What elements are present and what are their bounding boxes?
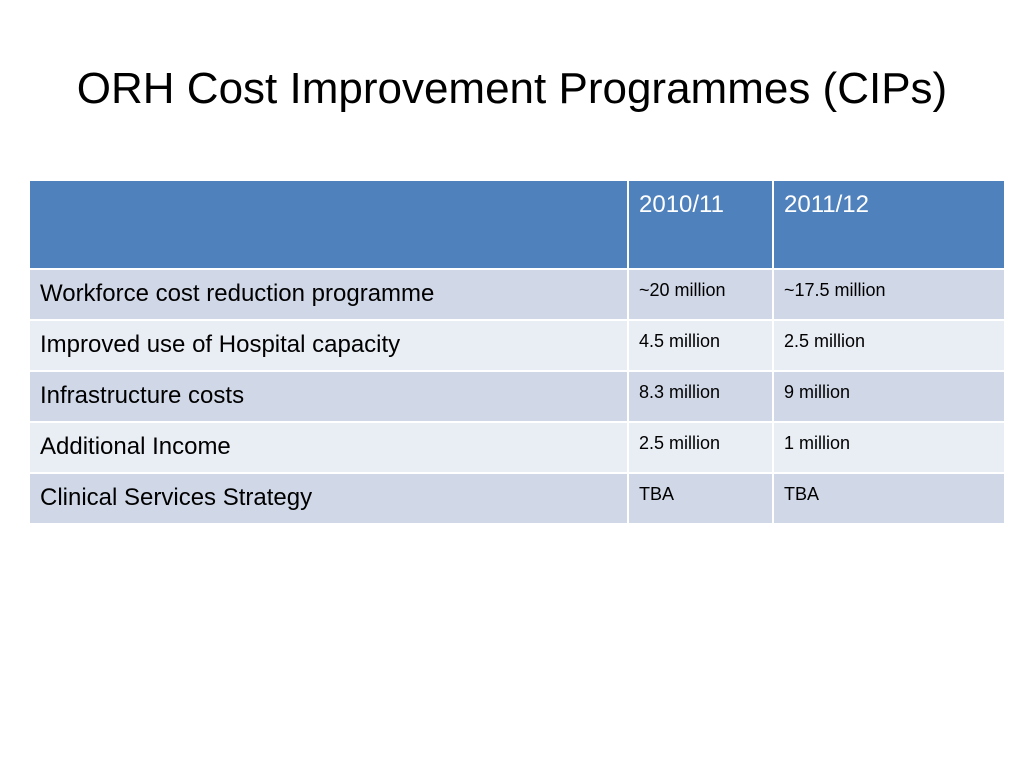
row-label: Improved use of Hospital capacity: [28, 319, 629, 372]
header-cell-2011-12: 2011/12: [772, 179, 1006, 270]
header-cell-programme: [28, 179, 629, 270]
table-row: Improved use of Hospital capacity 4.5 mi…: [28, 319, 1006, 372]
slide-title: ORH Cost Improvement Programmes (CIPs): [76, 64, 948, 113]
cell-2011-12: 1 million: [772, 421, 1006, 474]
cell-2010-11: 2.5 million: [627, 421, 774, 474]
row-label: Workforce cost reduction programme: [28, 268, 629, 321]
cell-2010-11: ~20 million: [627, 268, 774, 321]
cell-2010-11: 4.5 million: [627, 319, 774, 372]
cell-2011-12: TBA: [772, 472, 1006, 525]
row-label: Clinical Services Strategy: [28, 472, 629, 525]
cell-2010-11: 8.3 million: [627, 370, 774, 423]
table-row: Clinical Services Strategy TBA TBA: [28, 472, 1006, 525]
row-label: Additional Income: [28, 421, 629, 474]
header-cell-2010-11: 2010/11: [627, 179, 774, 270]
cip-table: 2010/11 2011/12 Workforce cost reduction…: [28, 179, 1006, 525]
table-row: Infrastructure costs 8.3 million 9 milli…: [28, 370, 1006, 423]
table-header-row: 2010/11 2011/12: [28, 179, 1006, 270]
cell-2011-12: 9 million: [772, 370, 1006, 423]
table-row: Workforce cost reduction programme ~20 m…: [28, 268, 1006, 321]
cell-2011-12: 2.5 million: [772, 319, 1006, 372]
cell-2010-11: TBA: [627, 472, 774, 525]
row-label: Infrastructure costs: [28, 370, 629, 423]
cell-2011-12: ~17.5 million: [772, 268, 1006, 321]
table-row: Additional Income 2.5 million 1 million: [28, 421, 1006, 474]
